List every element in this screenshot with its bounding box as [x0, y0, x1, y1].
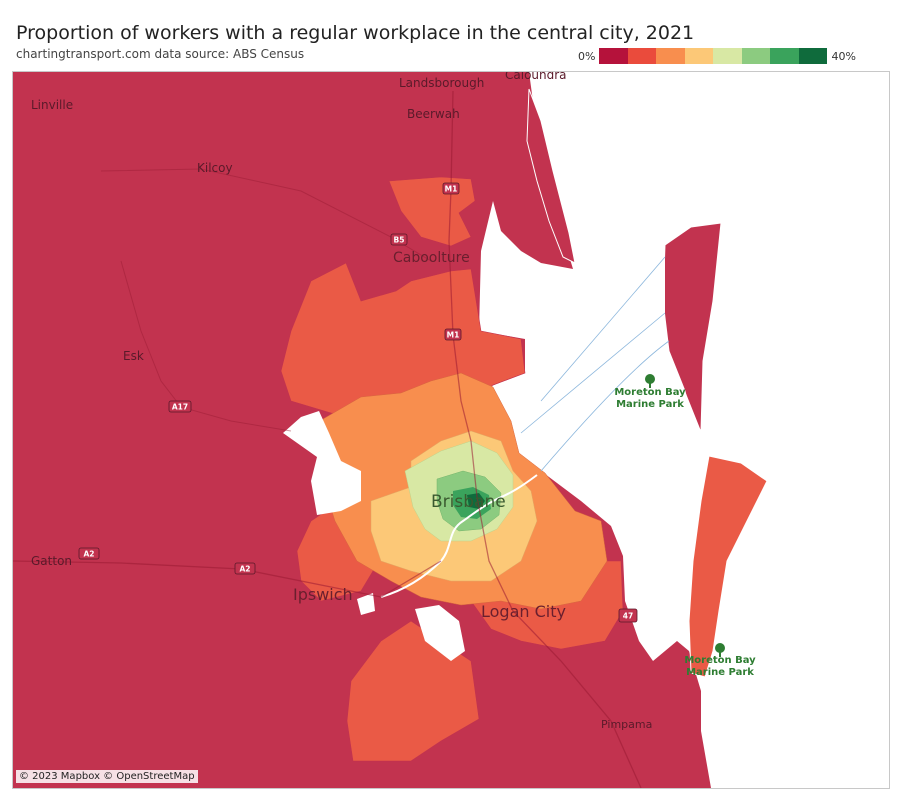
- legend-swatch-7: [770, 48, 799, 64]
- park-label-north-line1: Moreton Bay: [614, 387, 686, 398]
- place-label-gatton: Gatton: [31, 554, 72, 568]
- legend-swatch-8: [798, 48, 828, 64]
- choropleth-map[interactable]: M1 B5 M1 A17 A2 A2 47 Linville Landsboro…: [12, 71, 890, 789]
- road-shield-m1-north-label: M1: [445, 185, 458, 194]
- legend-max-label: 40%: [831, 49, 856, 63]
- road-shield-b5: B5: [390, 233, 408, 246]
- region-nodata-south: [415, 605, 465, 661]
- tree-icon: [645, 374, 655, 388]
- legend-min-label: 0%: [578, 49, 596, 63]
- legend-swatch-1: [599, 48, 628, 64]
- park-marker-north: Moreton Bay Marine Park: [614, 374, 686, 410]
- place-label-brisbane: Brisbane: [431, 492, 506, 512]
- road-shield-m1-mid: M1: [444, 328, 462, 341]
- map-subtitle: chartingtransport.com data source: ABS C…: [16, 47, 305, 61]
- region-nodata-northwest: [283, 411, 361, 515]
- place-label-landsborough: Landsborough: [399, 76, 484, 90]
- region-bribie-island: [526, 88, 576, 264]
- brisbane-river: [380, 474, 538, 598]
- legend-swatch-3: [656, 48, 685, 64]
- park-label-north-line2: Marine Park: [616, 399, 684, 410]
- map-title: Proportion of workers with a regular wor…: [16, 22, 695, 44]
- color-legend: 0% 40%: [574, 47, 860, 65]
- legend-swatch-2: [627, 48, 657, 64]
- road-shield-a2-mid: A2: [234, 562, 256, 575]
- road-shield-b5-label: B5: [394, 236, 405, 245]
- road-shield-m1-mid-label: M1: [447, 331, 460, 340]
- road-shield-a17-label: A17: [172, 403, 188, 412]
- road-ferry-line-2: [520, 312, 666, 434]
- region-bay-water: [501, 251, 703, 621]
- road-ferry-line-3: [540, 340, 670, 472]
- tree-icon: [715, 643, 725, 657]
- place-label-caboolture: Caboolture: [393, 250, 470, 266]
- place-label-caloundra: Caloundra: [505, 72, 567, 82]
- region-nodata-ipswich: [357, 593, 375, 615]
- road-shield-m1-north: M1: [442, 182, 460, 195]
- place-label-kilcoy: Kilcoy: [197, 161, 233, 175]
- place-label-linville: Linville: [31, 98, 73, 112]
- road-shield-a2-mid-label: A2: [239, 565, 250, 574]
- place-label-logan-city: Logan City: [481, 602, 566, 621]
- place-label-esk: Esk: [123, 349, 144, 363]
- road-brisbane-valley: [120, 260, 292, 432]
- region-cbd: [467, 493, 485, 509]
- legend-swatch-4: [684, 48, 714, 64]
- place-label-beerwah: Beerwah: [407, 107, 460, 121]
- road-shield-a17: A17: [168, 400, 192, 413]
- legend-swatch-5: [713, 48, 742, 64]
- map-attribution[interactable]: © 2023 Mapbox © OpenStreetMap: [16, 770, 198, 783]
- road-warrego: [13, 560, 442, 598]
- legend-swatch-6: [741, 48, 771, 64]
- park-label-south-line2: Marine Park: [686, 667, 754, 678]
- place-label-pimpama: Pimpama: [601, 718, 652, 731]
- road-ferry-line-1: [540, 256, 666, 402]
- road-shield-47: 47: [618, 608, 638, 623]
- park-label-south-line1: Moreton Bay: [684, 655, 756, 666]
- park-marker-south: Moreton Bay Marine Park: [684, 643, 756, 678]
- road-shield-47-label: 47: [623, 612, 633, 621]
- road-shield-a2-west-label: A2: [83, 550, 94, 559]
- road-m1: [448, 90, 642, 788]
- place-label-ipswich: Ipswich: [293, 585, 353, 604]
- road-shield-a2-west: A2: [78, 547, 100, 560]
